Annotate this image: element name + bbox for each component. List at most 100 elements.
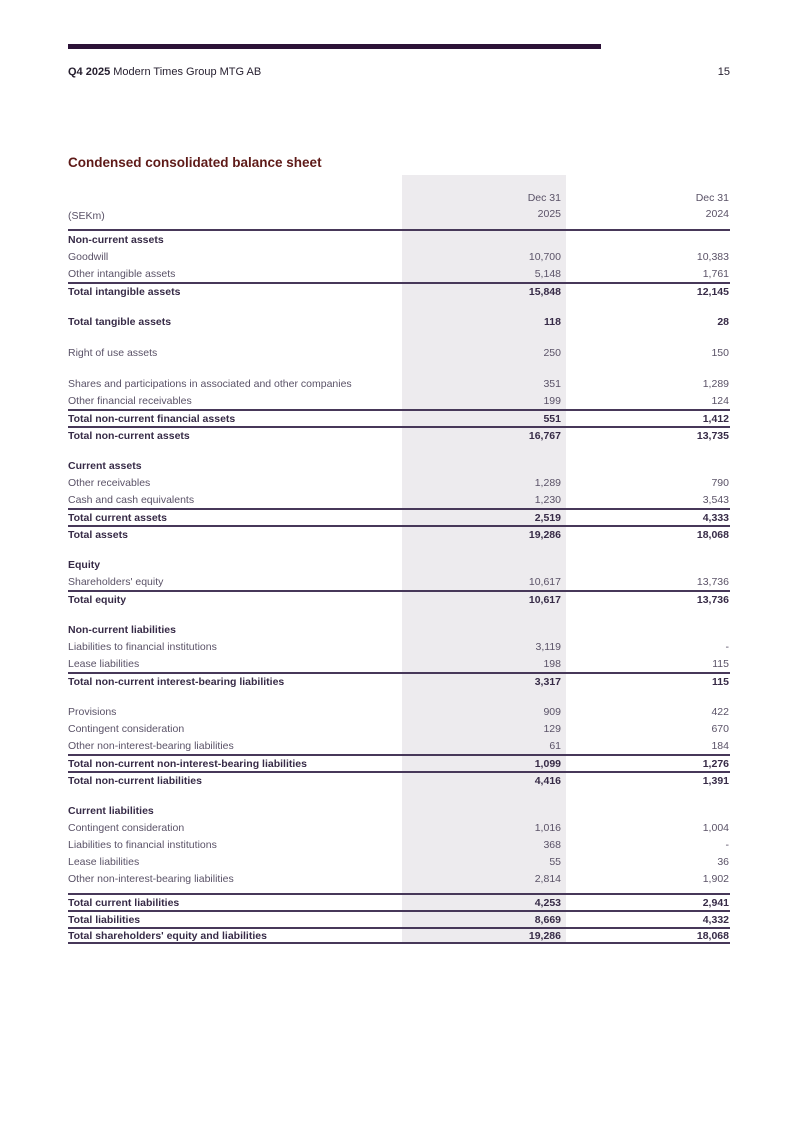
row-label: Right of use assets xyxy=(68,346,158,359)
page-title: Condensed consolidated balance sheet xyxy=(68,155,322,170)
unit-label: (SEKm) xyxy=(68,210,105,222)
value-2025: 198 xyxy=(543,657,561,670)
spacer-row xyxy=(68,299,730,313)
value-2024: 1,289 xyxy=(702,377,729,390)
grand-total-row: Total shareholders' equity and liabiliti… xyxy=(68,927,730,944)
value-2024: 4,332 xyxy=(702,913,729,926)
value-2024: 422 xyxy=(711,705,729,718)
value-2025: 4,416 xyxy=(534,774,561,787)
column-year-2024: 2024 xyxy=(705,208,729,220)
current-year-column-shade xyxy=(402,175,566,944)
value-2025: 1,016 xyxy=(534,821,561,834)
value-2025: 250 xyxy=(543,346,561,359)
total-row: Total non-current assets 16,767 13,735 xyxy=(68,426,730,443)
row-label: Provisions xyxy=(68,705,117,718)
value-2024: - xyxy=(725,838,730,851)
value-2024: 36 xyxy=(717,855,729,868)
value-2025: 5,148 xyxy=(534,267,561,280)
value-2025: 15,848 xyxy=(528,285,561,298)
value-2024: 28 xyxy=(717,315,729,328)
value-2025: 4,253 xyxy=(534,896,561,909)
table-body: Non-current assets Goodwill 10,700 10,383 Ot… xyxy=(68,231,730,944)
value-2025: 1,230 xyxy=(534,493,561,506)
row-label: Lease liabilities xyxy=(68,657,140,670)
value-2025: 368 xyxy=(543,838,561,851)
spacer-row xyxy=(68,607,730,621)
section-row: Non-current assets xyxy=(68,231,730,248)
value-2024: 13,736 xyxy=(696,575,729,588)
value-2024: 1,004 xyxy=(702,821,729,834)
total-row: Total non-current liabilities 4,416 1,391 xyxy=(68,771,730,788)
row-label: Non-current assets xyxy=(68,233,164,246)
row-label: Total current assets xyxy=(68,511,168,524)
row-label: Total current liabilities xyxy=(68,896,180,909)
value-2025: 129 xyxy=(543,722,561,735)
value-2025: 351 xyxy=(543,377,561,390)
value-2024: 13,736 xyxy=(696,593,729,606)
value-2024: 1,276 xyxy=(702,757,729,770)
row-label: Total non-current assets xyxy=(68,429,190,442)
value-2024: 184 xyxy=(711,739,729,752)
data-row: Other receivables 1,289 790 xyxy=(68,474,730,491)
data-row: Other non-interest-bearing liabilities 61… xyxy=(68,737,730,754)
value-2025: 199 xyxy=(543,394,561,407)
document-header: Q4 2025 Modern Times Group MTG AB 15 xyxy=(68,66,730,78)
row-label: Liabilities to financial institutions xyxy=(68,838,217,851)
total-row: Total non-current non-interest-bearing l… xyxy=(68,754,730,771)
data-row: Right of use assets 250 150 xyxy=(68,344,730,361)
row-label: Total intangible assets xyxy=(68,285,181,298)
value-2025: 61 xyxy=(549,739,561,752)
spacer-row xyxy=(68,689,730,703)
report-identifier: Q4 2025 Modern Times Group MTG AB xyxy=(68,66,261,78)
row-label: Contingent consideration xyxy=(68,722,185,735)
value-2024: 1,412 xyxy=(702,412,729,425)
row-label: Equity xyxy=(68,558,101,571)
value-2024: 790 xyxy=(711,476,729,489)
total-row: Total tangible assets 118 28 xyxy=(68,313,730,330)
row-label: Other intangible assets xyxy=(68,267,176,280)
data-row: Shareholders' equity 10,617 13,736 xyxy=(68,573,730,590)
value-2024: 12,145 xyxy=(696,285,729,298)
row-label: Total non-current non-interest-bearing l… xyxy=(68,757,307,770)
value-2024: 1,902 xyxy=(702,872,729,885)
value-2025: 10,617 xyxy=(528,575,561,588)
row-label: Other non-interest-bearing liabilities xyxy=(68,872,234,885)
section-row: Current liabilities xyxy=(68,802,730,819)
data-row: Lease liabilities 198 115 xyxy=(68,655,730,672)
top-accent-bar xyxy=(68,44,601,49)
data-row: Other non-interest-bearing liabilities 2,… xyxy=(68,870,730,887)
spacer-row xyxy=(68,361,730,375)
column-year-2025: 2025 xyxy=(537,208,561,220)
spacer-row xyxy=(68,443,730,457)
row-label: Total equity xyxy=(68,593,127,606)
column-header-2024: Dec 31 2024 xyxy=(565,190,730,222)
value-2024: 4,333 xyxy=(702,511,729,524)
row-label: Other receivables xyxy=(68,476,151,489)
row-label: Non-current liabilities xyxy=(68,623,176,636)
value-2025: 55 xyxy=(549,855,561,868)
value-2025: 16,767 xyxy=(528,429,561,442)
value-2024: 3,543 xyxy=(702,493,729,506)
column-period-2025: Dec 31 xyxy=(527,192,561,204)
data-row: Goodwill 10,700 10,383 xyxy=(68,248,730,265)
data-row: Contingent consideration 1,016 1,004 xyxy=(68,819,730,836)
company-name: Modern Times Group MTG AB xyxy=(113,66,262,78)
value-2025: 10,617 xyxy=(528,593,561,606)
total-row: Total non-current financial assets 551 1,4… xyxy=(68,409,730,426)
value-2024: 10,383 xyxy=(696,250,729,263)
total-row: Total intangible assets 15,848 12,145 xyxy=(68,282,730,299)
row-label: Total non-current interest-bearing liabi… xyxy=(68,675,285,688)
row-label: Total assets xyxy=(68,528,128,541)
spacer-row xyxy=(68,542,730,556)
value-2024: 18,068 xyxy=(696,929,729,942)
table-header-row: (SEKm) Dec 31 2025 Dec 31 2024 xyxy=(68,175,730,231)
balance-sheet-table: (SEKm) Dec 31 2025 Dec 31 2024 Non-curre… xyxy=(68,175,730,944)
data-row: Shares and participations in associated … xyxy=(68,375,730,392)
row-label: Goodwill xyxy=(68,250,109,263)
value-2025: 3,119 xyxy=(535,640,562,653)
value-2025: 19,286 xyxy=(528,528,561,541)
row-label: Other non-interest-bearing liabilities xyxy=(68,739,234,752)
spacer-row xyxy=(68,330,730,344)
row-label: Lease liabilities xyxy=(68,855,140,868)
